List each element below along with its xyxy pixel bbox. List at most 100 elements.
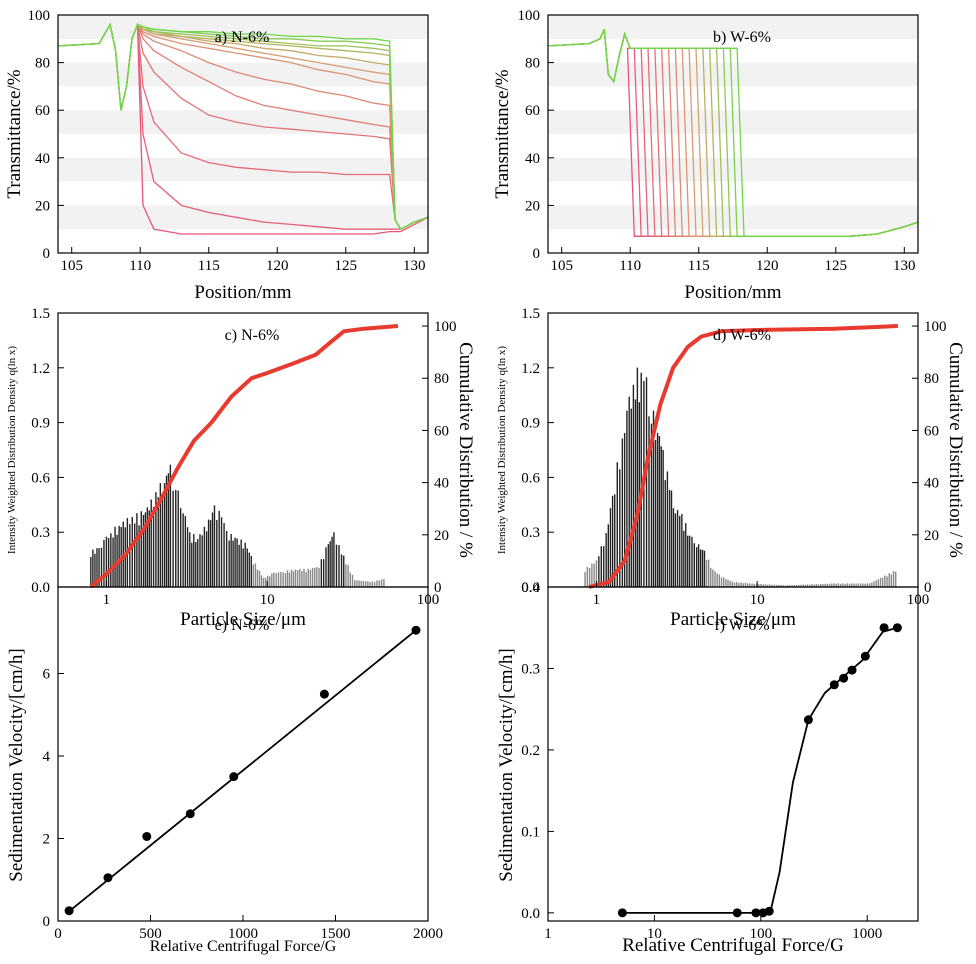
y-tick-label: 80 [525, 56, 540, 72]
y-axis-label: Intensity Weighted Distribution Density … [6, 346, 18, 555]
y-tick-label: 0.3 [521, 525, 540, 541]
data-point [892, 623, 902, 633]
y-tick-label: 20 [525, 198, 540, 214]
grid-band [58, 157, 428, 182]
y-tick-label: 1.5 [521, 306, 540, 322]
data-point [803, 715, 813, 725]
plot-frame [57, 14, 429, 254]
y-tick-label: 6 [43, 667, 51, 683]
y-tick-label: 100 [28, 8, 51, 24]
y-tick-label: 40 [525, 151, 540, 167]
x-tick-label: 130 [893, 258, 916, 274]
y-tick-label: 0.3 [521, 661, 540, 677]
y2-tick-label: 100 [924, 319, 947, 335]
plot-frame [547, 14, 919, 254]
y2-tick-label: 80 [924, 371, 939, 387]
x-tick-label: 110 [129, 258, 151, 274]
x-tick-label: 10 [750, 592, 765, 608]
y-tick-label: 0.2 [521, 743, 540, 759]
y-tick-label: 0 [43, 914, 51, 930]
x-tick-label: 115 [198, 258, 220, 274]
y-tick-label: 0.0 [521, 580, 540, 596]
x-axis-label: Particle Size/μm [670, 609, 796, 630]
panel-title: d) W-6% [713, 327, 771, 344]
data-point [617, 908, 627, 918]
data-point [319, 689, 329, 699]
x-tick-label: 10 [647, 926, 662, 942]
x-tick-label: 500 [139, 926, 162, 942]
panel-b: 105 110 115 120 125 130 0 20 40 60 80 100 b) W-6% Pos… [492, 8, 919, 303]
data-point [185, 809, 195, 819]
panel-title: f) W-6% [714, 617, 769, 634]
panel-e: 0 500 1000 1500 2000 0 2 4 6 e) N-6% Relative Cent… [6, 586, 443, 955]
profile-line [57, 22, 429, 231]
x-tick-label: 130 [403, 258, 426, 274]
x-tick-label: 105 [550, 258, 573, 274]
y2-tick-label: 20 [434, 528, 449, 544]
x-tick-label: 1 [593, 592, 601, 608]
x-axis-label: Relative Centrifugal Force/G [622, 935, 844, 956]
data-point [764, 906, 774, 916]
cumulative-line [89, 324, 399, 589]
x-axis-label: Position/mm [194, 282, 291, 303]
y-tick-label: 1.2 [521, 361, 540, 377]
y-tick-label: 20 [35, 198, 50, 214]
data-point [839, 673, 849, 683]
y2-axis-label: Cumulative Distribution / % [455, 342, 476, 558]
x-tick-label: 120 [756, 258, 779, 274]
panel-title: c) N-6% [225, 327, 280, 344]
y-tick-label: 0.6 [31, 470, 50, 486]
x-axis-label: Particle Size/μm [180, 609, 306, 630]
data-point [829, 680, 839, 690]
data-point [732, 908, 742, 918]
y-tick-label: 2 [43, 832, 51, 848]
y2-tick-label: 60 [924, 423, 939, 439]
panel-f: 1 10 100 1000 0.0 0.1 0.2 0.3 0.4 f) W-6% Relative… [496, 580, 919, 956]
y2-tick-label: 0 [924, 580, 932, 596]
panel-title: e) N-6% [215, 617, 270, 634]
y-axis-label: Transmittance/% [492, 69, 513, 198]
x-tick-label: 1 [103, 592, 111, 608]
y-tick-label: 0.9 [31, 416, 50, 432]
y-tick-label: 0.6 [521, 470, 540, 486]
y-tick-label: 0 [533, 246, 541, 262]
x-tick-label: 125 [825, 258, 848, 274]
panel-a: 105 110 115 120 125 130 0 20 40 60 80 100 a) N-6% Pos… [4, 8, 429, 303]
data-point [860, 651, 870, 661]
fit-line [66, 629, 417, 914]
y-tick-label: 0.4 [521, 580, 540, 596]
data-point [142, 831, 152, 841]
plot-frame [57, 586, 429, 922]
profile-line [547, 29, 919, 237]
y-tick-label: 0.1 [521, 824, 540, 840]
y-axis-label: Intensity Weighted Distribution Density … [496, 346, 508, 555]
y-axis-label: Transmittance/% [4, 69, 25, 198]
data-point [879, 623, 889, 633]
y2-axis-label: Cumulative Distribution / % [945, 342, 966, 558]
x-tick-label: 100 [750, 926, 773, 942]
y2-tick-label: 0 [434, 580, 442, 596]
y-tick-label: 0.9 [521, 416, 540, 432]
y2-tick-label: 100 [434, 319, 457, 335]
x-tick-label: 115 [688, 258, 710, 274]
x-tick-label: 105 [60, 258, 83, 274]
y-tick-label: 1.2 [31, 361, 50, 377]
data-point [411, 625, 421, 635]
y-tick-label: 60 [525, 103, 540, 119]
plot-frame [547, 586, 919, 922]
grid-band [58, 110, 428, 134]
x-tick-label: 125 [335, 258, 358, 274]
y-axis-label: Sedimentation Velocity/[cm/h] [6, 648, 27, 881]
grid-band [548, 62, 918, 87]
plot-frame [547, 312, 919, 588]
y-tick-label: 0 [43, 246, 51, 262]
data-point [751, 908, 761, 918]
x-tick-label: 1 [544, 926, 552, 942]
y-tick-label: 100 [518, 8, 541, 24]
y2-tick-label: 60 [434, 423, 449, 439]
y-tick-label: 0.0 [521, 906, 540, 922]
y-tick-label: 0.0 [31, 580, 50, 596]
data-point [847, 665, 857, 675]
x-tick-label: 0 [54, 926, 62, 942]
